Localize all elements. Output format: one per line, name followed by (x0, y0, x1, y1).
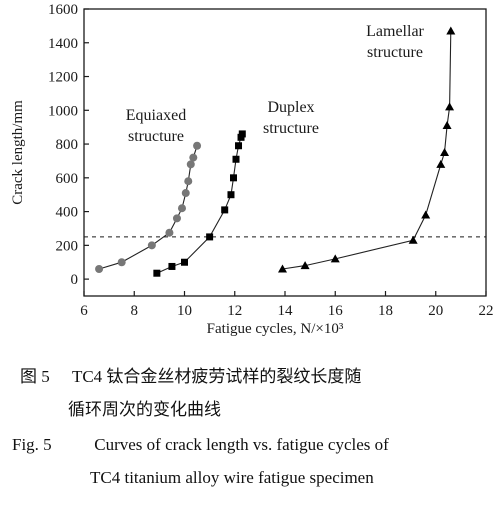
annotation-2-line-0: Lamellar (366, 23, 424, 40)
caption-chinese: 图 5 TC4 钛合金丝材疲劳试样的裂纹长度随 循环周次的变化曲线 (0, 360, 503, 426)
crack-length-chart: 6 8 10 12 14 16 18 20 22 0 200 400 600 800 1000 1200 140… (10, 2, 494, 337)
annotation-1-line-1: structure (263, 120, 319, 137)
series-0-point-10 (193, 141, 202, 150)
series-2-point-1 (300, 261, 310, 270)
series-1-point-6 (229, 174, 237, 182)
y-tick-label-7: 1400 (48, 36, 78, 52)
y-axis-label: Crack length/mm (10, 100, 26, 205)
x-tick-label-5: 16 (328, 303, 344, 319)
annotation-0-line-1: structure (128, 128, 184, 145)
series-1-point-0 (153, 269, 161, 277)
series-1-point-3 (206, 233, 214, 241)
series-0-point-3 (165, 228, 174, 237)
x-tick-label-2: 10 (177, 303, 192, 319)
series-line-2 (282, 30, 452, 270)
series-1-point-1 (168, 262, 176, 270)
series-1-point-8 (235, 142, 243, 150)
series-0-point-5 (177, 204, 186, 213)
series-2-point-5 (436, 159, 446, 168)
y-tick-label-4: 800 (56, 137, 79, 153)
y-tick-label-6: 1200 (48, 70, 78, 86)
y-tick-label-3: 600 (56, 171, 79, 187)
series-1-point-2 (181, 258, 188, 266)
series-0-point-6 (181, 189, 190, 198)
series-0-point-2 (147, 241, 156, 250)
caption-cn-line1: TC4 钛合金丝材疲劳试样的裂纹长度随 (71, 367, 362, 386)
series-0-point-9 (189, 153, 198, 162)
y-tick-label-5: 1000 (48, 103, 78, 119)
x-tick-label-6: 18 (378, 303, 393, 319)
annotation-0-line-0: Equiaxed (126, 107, 186, 124)
y-tick-label-1: 200 (56, 238, 79, 254)
series-2-point-0 (277, 264, 287, 273)
series-line-1 (156, 133, 243, 274)
series-2-point-2 (330, 254, 340, 263)
caption-en-label: Fig. 5 (12, 435, 52, 454)
y-tick-label-2: 400 (56, 205, 79, 221)
series-2-point-3 (408, 235, 418, 244)
series-1-point-7 (232, 155, 240, 163)
caption-en-line1: Curves of crack length vs. fatigue cycle… (94, 435, 389, 454)
caption-english: Fig. 5 Curves of crack length vs. fatigu… (0, 428, 503, 494)
series-1-point-4 (221, 206, 229, 214)
annotation-1-line-0: Duplex (267, 99, 314, 116)
x-axis-label: Fatigue cycles, N/×10³ (207, 321, 344, 337)
series-2-point-7 (442, 120, 452, 129)
series-0-point-7 (184, 177, 193, 186)
x-tick-label-8: 22 (479, 303, 494, 319)
x-tick-label-1: 8 (131, 303, 139, 319)
series-0-point-0 (95, 264, 104, 273)
caption-en-line2: TC4 titanium alloy wire fatigue specimen (90, 468, 374, 487)
x-tick-label-4: 14 (278, 303, 294, 319)
y-tick-label-0: 0 (71, 272, 79, 288)
series-0-point-1 (117, 258, 126, 267)
series-0-point-8 (186, 160, 195, 169)
series-2-point-6 (440, 148, 450, 156)
series-0-point-4 (172, 214, 181, 223)
caption-cn-line2: 循环周次的变化曲线 (68, 400, 221, 419)
annotation-2-line-1: structure (367, 44, 423, 61)
series-2-point-8 (445, 102, 455, 111)
series-1-point-5 (227, 191, 235, 199)
caption-cn-label: 图 5 (20, 367, 50, 386)
y-tick-label-8: 1600 (48, 2, 78, 18)
series-1-point-10 (238, 130, 246, 138)
x-tick-label-0: 6 (80, 303, 88, 319)
plot-frame (83, 8, 487, 297)
series-2-point-9 (446, 26, 456, 35)
x-tick-label-7: 20 (428, 303, 443, 319)
series-2-point-4 (421, 210, 431, 219)
x-tick-label-3: 12 (227, 303, 242, 319)
